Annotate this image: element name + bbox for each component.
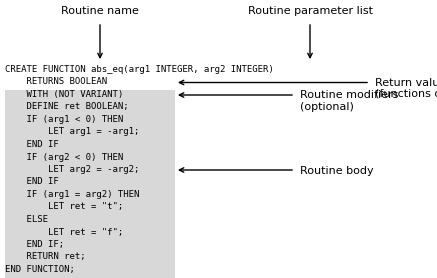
Text: DEFINE ret BOOLEAN;: DEFINE ret BOOLEAN; — [5, 103, 128, 111]
Text: END IF;: END IF; — [5, 240, 64, 249]
Text: IF (arg2 < 0) THEN: IF (arg2 < 0) THEN — [5, 153, 123, 162]
Text: IF (arg1 < 0) THEN: IF (arg1 < 0) THEN — [5, 115, 123, 124]
Text: IF (arg1 = arg2) THEN: IF (arg1 = arg2) THEN — [5, 190, 139, 199]
Text: Routine parameter list: Routine parameter list — [247, 6, 372, 16]
Text: RETURNS BOOLEAN: RETURNS BOOLEAN — [5, 78, 107, 86]
Text: END FUNCTION;: END FUNCTION; — [5, 265, 75, 274]
Text: LET ret = "f";: LET ret = "f"; — [5, 227, 123, 237]
Text: LET arg2 = -arg2;: LET arg2 = -arg2; — [5, 165, 139, 174]
Text: Routine name: Routine name — [61, 6, 139, 16]
Text: Return value
(functions only): Return value (functions only) — [375, 78, 437, 99]
Text: Routine modifiers
(optional): Routine modifiers (optional) — [300, 90, 399, 111]
Text: RETURN ret;: RETURN ret; — [5, 252, 86, 262]
Text: END IF: END IF — [5, 140, 59, 149]
Text: END IF: END IF — [5, 177, 59, 187]
Text: CREATE FUNCTION abs_eq(arg1 INTEGER, arg2 INTEGER): CREATE FUNCTION abs_eq(arg1 INTEGER, arg… — [5, 65, 274, 74]
Text: Routine body: Routine body — [300, 166, 374, 176]
Text: WITH (NOT VARIANT): WITH (NOT VARIANT) — [5, 90, 123, 99]
Text: LET arg1 = -arg1;: LET arg1 = -arg1; — [5, 128, 139, 136]
Text: LET ret = "t";: LET ret = "t"; — [5, 202, 123, 212]
Bar — [5, 90, 175, 277]
Text: ELSE: ELSE — [5, 215, 48, 224]
